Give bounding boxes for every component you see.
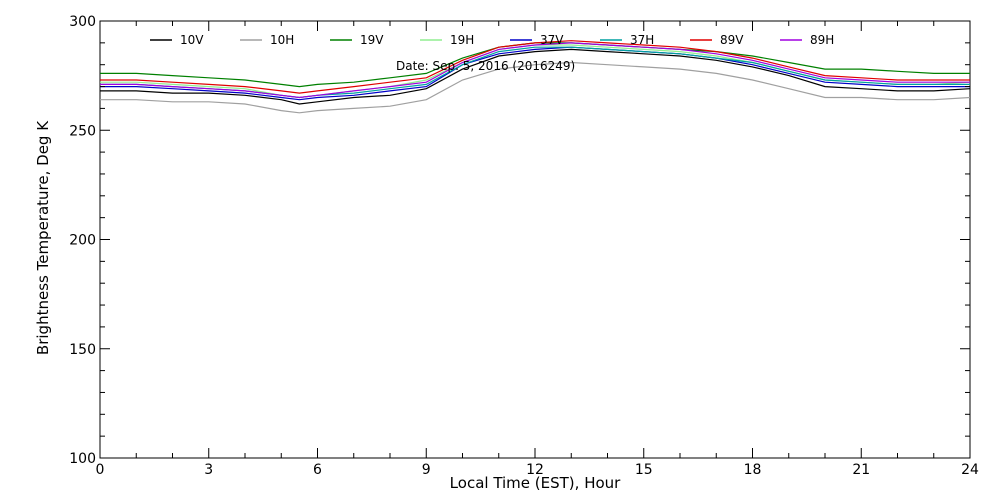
y-axis-label: Brightness Temperature, Deg K <box>34 120 52 355</box>
y-tick-label: 200 <box>69 233 96 249</box>
x-tick-label: 3 <box>204 462 213 478</box>
series-line-89v <box>100 40 970 94</box>
legend-label-19v: 19V <box>360 33 384 47</box>
x-tick-label: 6 <box>313 462 322 478</box>
y-tick-label: 250 <box>69 123 96 139</box>
y-tick-label: 150 <box>69 342 96 358</box>
y-tick-label: 100 <box>69 451 96 467</box>
series-line-10v <box>100 48 971 105</box>
legend: 10V 10H 19V 19H 37V 37H 89V 89H <box>150 33 834 47</box>
x-tick-label: 15 <box>635 462 653 478</box>
plot-frame <box>99 20 971 459</box>
series-lines <box>100 40 971 114</box>
series-line-37v <box>100 46 970 101</box>
x-tick-label: 21 <box>852 462 870 478</box>
x-tick-label: 12 <box>526 462 544 478</box>
x-tick-label: 0 <box>96 462 105 478</box>
legend-label-89v: 89V <box>720 33 744 47</box>
legend-label-37h: 37H <box>630 33 654 47</box>
legend-label-37v: 37V <box>540 33 564 47</box>
date-annotation: Date: Sep. 5, 2016 (2016249) <box>396 59 575 73</box>
x-tick-label: 18 <box>744 462 762 478</box>
axis-ticks: 0 3 6 9 12 15 18 21 24 100 150 200 250 300 <box>69 14 979 478</box>
plot-border <box>99 20 971 459</box>
legend-label-10v: 10V <box>180 33 204 47</box>
legend-label-89h: 89H <box>810 33 834 47</box>
x-tick-label: 9 <box>422 462 431 478</box>
y-tick-label: 300 <box>69 14 96 30</box>
x-axis-label: Local Time (EST), Hour <box>450 474 621 492</box>
x-tick-label: 24 <box>961 462 979 478</box>
legend-label-19h: 19H <box>450 33 474 47</box>
series-line-89h <box>100 42 970 99</box>
legend-label-10h: 10H <box>270 33 294 47</box>
series-line-10h <box>100 61 971 114</box>
